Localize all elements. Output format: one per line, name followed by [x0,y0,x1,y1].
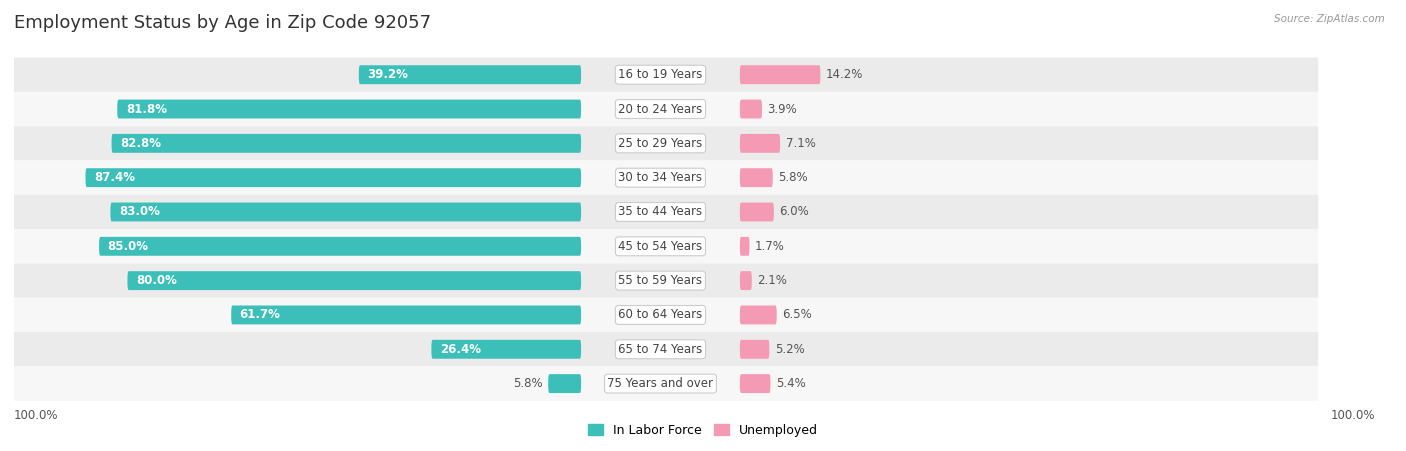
Text: 61.7%: 61.7% [240,308,281,322]
Text: 3.9%: 3.9% [768,102,797,115]
FancyBboxPatch shape [3,161,1319,195]
Text: 39.2%: 39.2% [367,68,408,81]
FancyBboxPatch shape [740,134,780,153]
FancyBboxPatch shape [740,237,749,256]
Text: 5.8%: 5.8% [779,171,808,184]
FancyBboxPatch shape [740,65,820,84]
Text: 26.4%: 26.4% [440,343,481,356]
Text: 5.8%: 5.8% [513,377,543,390]
FancyBboxPatch shape [117,100,581,119]
Text: 85.0%: 85.0% [108,240,149,253]
FancyBboxPatch shape [111,202,581,221]
Text: Employment Status by Age in Zip Code 92057: Employment Status by Age in Zip Code 920… [14,14,432,32]
Text: 7.1%: 7.1% [786,137,815,150]
FancyBboxPatch shape [3,92,1319,126]
FancyBboxPatch shape [740,374,770,393]
Text: 1.7%: 1.7% [755,240,785,253]
Text: 45 to 54 Years: 45 to 54 Years [619,240,703,253]
FancyBboxPatch shape [740,271,752,290]
FancyBboxPatch shape [740,305,776,324]
FancyBboxPatch shape [740,168,773,187]
Text: 55 to 59 Years: 55 to 59 Years [619,274,703,287]
FancyBboxPatch shape [3,195,1319,229]
Text: 65 to 74 Years: 65 to 74 Years [619,343,703,356]
Text: 35 to 44 Years: 35 to 44 Years [619,206,703,218]
Text: 20 to 24 Years: 20 to 24 Years [619,102,703,115]
Text: 100.0%: 100.0% [1330,410,1375,422]
FancyBboxPatch shape [86,168,581,187]
Text: 75 Years and over: 75 Years and over [607,377,713,390]
FancyBboxPatch shape [359,65,581,84]
FancyBboxPatch shape [3,298,1319,332]
FancyBboxPatch shape [548,374,581,393]
FancyBboxPatch shape [740,202,773,221]
FancyBboxPatch shape [3,58,1319,92]
Text: 25 to 29 Years: 25 to 29 Years [619,137,703,150]
FancyBboxPatch shape [432,340,581,359]
FancyBboxPatch shape [3,229,1319,263]
Text: 6.5%: 6.5% [782,308,813,322]
FancyBboxPatch shape [231,305,581,324]
Text: 14.2%: 14.2% [827,68,863,81]
FancyBboxPatch shape [3,366,1319,401]
FancyBboxPatch shape [128,271,581,290]
Text: 87.4%: 87.4% [94,171,135,184]
Text: 5.2%: 5.2% [775,343,804,356]
Text: 6.0%: 6.0% [779,206,810,218]
Text: 5.4%: 5.4% [776,377,806,390]
FancyBboxPatch shape [98,237,581,256]
Text: 81.8%: 81.8% [125,102,167,115]
FancyBboxPatch shape [740,340,769,359]
Text: 80.0%: 80.0% [136,274,177,287]
FancyBboxPatch shape [3,332,1319,366]
Text: Source: ZipAtlas.com: Source: ZipAtlas.com [1274,14,1385,23]
FancyBboxPatch shape [3,263,1319,298]
Legend: In Labor Force, Unemployed: In Labor Force, Unemployed [583,419,823,442]
Text: 60 to 64 Years: 60 to 64 Years [619,308,703,322]
Text: 82.8%: 82.8% [120,137,162,150]
Text: 16 to 19 Years: 16 to 19 Years [619,68,703,81]
Text: 30 to 34 Years: 30 to 34 Years [619,171,703,184]
FancyBboxPatch shape [111,134,581,153]
FancyBboxPatch shape [740,100,762,119]
Text: 2.1%: 2.1% [758,274,787,287]
FancyBboxPatch shape [3,126,1319,161]
Text: 100.0%: 100.0% [14,410,59,422]
Text: 83.0%: 83.0% [120,206,160,218]
